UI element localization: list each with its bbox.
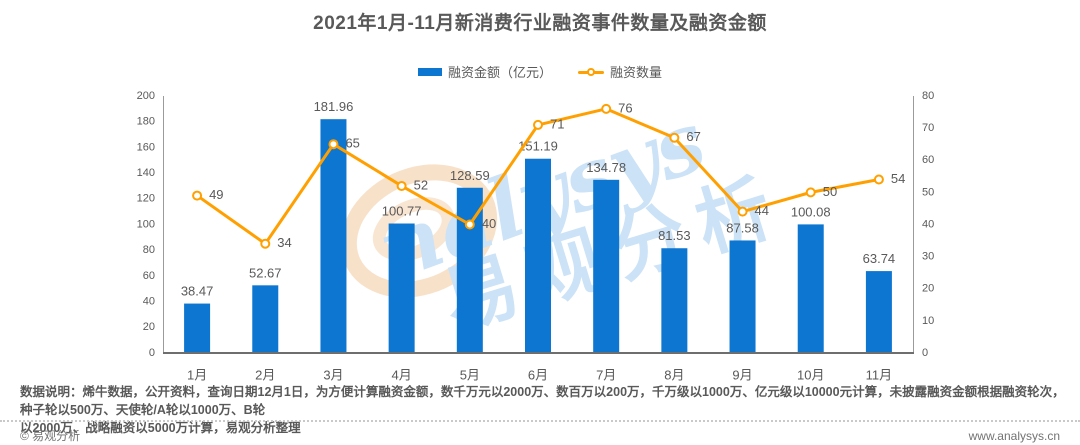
y-axis-right-tick-label: 80 xyxy=(922,90,934,102)
line-point-marker-3月 xyxy=(328,139,339,150)
y-axis-right-tick-label: 60 xyxy=(922,154,934,166)
line-value-label: 71 xyxy=(550,116,564,131)
legend-amount-label: 融资金额（亿元） xyxy=(447,65,552,80)
page-title: 2021年1月-11月新消费行业融资事件数量及融资金额 xyxy=(313,13,767,34)
line-point-marker-8月 xyxy=(669,132,680,143)
bar-value-label: 52.67 xyxy=(249,265,282,280)
x-axis-label: 7月 xyxy=(596,368,616,383)
line-point-marker-11月 xyxy=(873,174,884,185)
y-axis-left-tick-label: 80 xyxy=(143,244,155,256)
line-value-label: 44 xyxy=(755,203,769,218)
line-value-label: 34 xyxy=(277,235,291,250)
website-link[interactable]: www.analysys.cn xyxy=(968,428,1060,443)
bar-7月 xyxy=(593,179,620,353)
bar-value-label: 100.77 xyxy=(382,204,422,219)
bar-value-label: 63.74 xyxy=(863,251,896,266)
bar-2月 xyxy=(252,285,279,353)
y-axis-left-tick-label: 100 xyxy=(137,218,155,230)
line-value-label: 76 xyxy=(618,100,632,115)
line-point-marker-2月 xyxy=(260,238,271,249)
y-axis-left-tick-label: 0 xyxy=(149,347,155,359)
legend-count-label: 融资数量 xyxy=(610,65,663,80)
bar-11月 xyxy=(865,271,892,353)
line-series-swatch-icon xyxy=(578,67,604,76)
y-axis-left-tick-label: 160 xyxy=(137,141,155,153)
data-note: 数据说明：烯牛数据，公开资料，查询日期12月1日，为方便计算融资金额，数千万元以… xyxy=(20,385,1065,435)
x-axis-label: 3月 xyxy=(323,368,343,383)
bar-series-swatch-icon xyxy=(417,67,442,76)
bar-value-label: 100.08 xyxy=(791,204,831,219)
line-value-label: 49 xyxy=(209,187,223,202)
line-point-marker-4月 xyxy=(396,180,407,191)
y-axis-left-tick-label: 200 xyxy=(137,90,155,102)
line-value-label: 52 xyxy=(414,177,428,192)
x-axis-label: 4月 xyxy=(392,368,412,383)
bar-value-label: 134.78 xyxy=(586,160,626,175)
bar-value-label: 38.47 xyxy=(181,284,214,299)
legend-item-amount[interactable]: 融资金额（亿元） xyxy=(417,62,552,81)
copyright-label: © 易观分析 xyxy=(20,429,81,443)
bar-value-label: 87.58 xyxy=(726,220,759,235)
bar-value-label: 151.19 xyxy=(518,139,558,154)
y-axis-left-tick-label: 180 xyxy=(137,116,155,128)
line-point-marker-9月 xyxy=(737,206,748,217)
y-axis-right-tick-label: 50 xyxy=(922,186,934,198)
y-axis-right-tick-label: 30 xyxy=(922,251,934,263)
line-value-label: 50 xyxy=(823,184,837,199)
y-axis-right-tick-label: 40 xyxy=(922,218,934,230)
x-axis-label: 5月 xyxy=(460,368,480,383)
y-axis-left-tick-label: 120 xyxy=(137,193,155,205)
y-axis-left-tick-label: 40 xyxy=(143,296,155,308)
x-axis-label: 8月 xyxy=(664,368,684,383)
legend-item-count[interactable]: 融资数量 xyxy=(578,62,662,81)
line-value-label: 54 xyxy=(891,171,905,186)
bar-10月 xyxy=(797,224,824,353)
x-axis-label: 6月 xyxy=(528,368,548,383)
line-point-marker-1月 xyxy=(192,190,203,201)
y-axis-right-tick-label: 70 xyxy=(922,122,934,134)
bar-5月 xyxy=(456,187,483,353)
x-axis-label: 1月 xyxy=(187,368,207,383)
bar-value-label: 81.53 xyxy=(658,228,691,243)
y-axis-right-tick-label: 20 xyxy=(922,283,934,295)
legend: 融资金额（亿元） 融资数量 xyxy=(0,62,1080,81)
x-axis-label: 9月 xyxy=(732,368,752,383)
bar-3月 xyxy=(320,119,347,353)
bottom-bar: © 易观分析 www.analysys.cn xyxy=(0,420,1080,445)
x-axis-label: 2月 xyxy=(255,368,275,383)
line-point-marker-6月 xyxy=(533,119,543,130)
x-axis-label: 10月 xyxy=(797,368,824,383)
bar-1月 xyxy=(184,303,211,353)
y-axis-right-tick-label: 0 xyxy=(922,347,928,359)
line-point-marker-5月 xyxy=(464,219,475,230)
line-value-label: 40 xyxy=(482,216,496,231)
line-point-marker-10月 xyxy=(805,187,816,198)
y-axis-left-tick-label: 20 xyxy=(143,321,155,333)
y-axis-right-tick-label: 10 xyxy=(922,315,934,327)
bar-value-label: 128.59 xyxy=(450,168,490,183)
y-axis-left-tick-label: 140 xyxy=(137,167,155,179)
line-value-label: 65 xyxy=(345,136,359,151)
line-value-label: 67 xyxy=(686,129,700,144)
bar-value-label: 181.96 xyxy=(314,99,354,114)
x-axis-label: 11月 xyxy=(866,368,893,383)
y-axis-left-tick-label: 60 xyxy=(143,270,155,282)
line-point-marker-7月 xyxy=(601,103,612,114)
bar-9月 xyxy=(729,240,756,353)
bar-8月 xyxy=(661,248,688,353)
bar-4月 xyxy=(388,223,415,353)
bar-6月 xyxy=(525,158,551,353)
